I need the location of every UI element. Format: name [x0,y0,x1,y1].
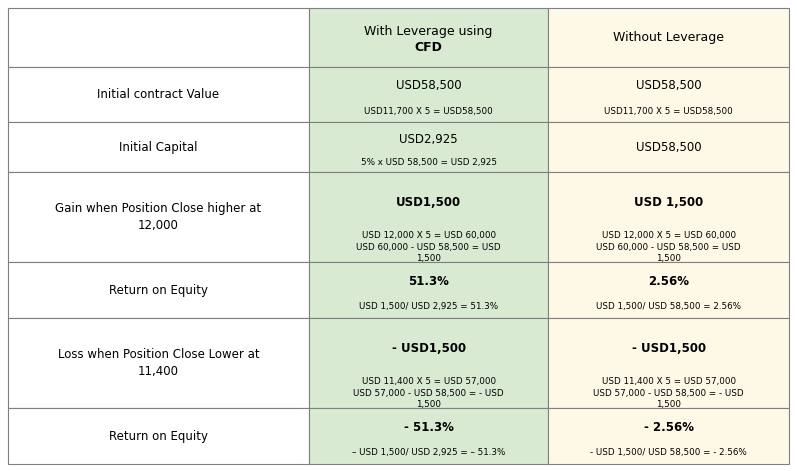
Bar [548,262,789,318]
Bar [308,408,548,464]
Bar [548,318,789,408]
Text: - 2.56%: - 2.56% [644,421,693,434]
Text: USD 1,500: USD 1,500 [634,196,703,209]
Bar [8,318,308,408]
Text: Gain when Position Close higher at
12,000: Gain when Position Close higher at 12,00… [55,202,261,232]
Bar [548,8,789,66]
Bar [308,172,548,262]
Text: USD 12,000 X 5 = USD 60,000
USD 60,000 - USD 58,500 = USD
1,500: USD 12,000 X 5 = USD 60,000 USD 60,000 -… [356,231,501,263]
Text: USD 1,500/ USD 58,500 = 2.56%: USD 1,500/ USD 58,500 = 2.56% [596,302,741,311]
Bar [308,318,548,408]
Text: - USD1,500: - USD1,500 [632,342,706,355]
Text: USD11,700 X 5 = USD58,500: USD11,700 X 5 = USD58,500 [364,107,493,116]
Text: - USD1,500: - USD1,500 [391,342,465,355]
Text: Loss when Position Close Lower at
11,400: Loss when Position Close Lower at 11,400 [57,348,259,378]
Text: 51.3%: 51.3% [408,275,449,288]
Bar [308,8,548,66]
Text: With Leverage using: With Leverage using [364,25,493,38]
Text: USD 11,400 X 5 = USD 57,000
USD 57,000 - USD 58,500 = - USD
1,500: USD 11,400 X 5 = USD 57,000 USD 57,000 -… [353,377,504,409]
Bar [548,172,789,262]
Text: 5% x USD 58,500 = USD 2,925: 5% x USD 58,500 = USD 2,925 [360,158,497,167]
Text: USD1,500: USD1,500 [396,196,461,209]
Text: USD58,500: USD58,500 [636,79,701,92]
Bar [8,8,308,66]
Text: USD2,925: USD2,925 [399,133,458,146]
Bar [308,122,548,172]
Text: Return on Equity: Return on Equity [109,284,208,297]
Bar [8,66,308,122]
Text: - USD 1,500/ USD 58,500 = - 2.56%: - USD 1,500/ USD 58,500 = - 2.56% [591,448,747,457]
Text: USD 1,500/ USD 2,925 = 51.3%: USD 1,500/ USD 2,925 = 51.3% [359,302,498,311]
Text: Without Leverage: Without Leverage [613,31,724,44]
Bar [548,66,789,122]
Text: USD 11,400 X 5 = USD 57,000
USD 57,000 - USD 58,500 = - USD
1,500: USD 11,400 X 5 = USD 57,000 USD 57,000 -… [594,377,744,409]
Text: CFD: CFD [414,41,442,54]
Text: Initial contract Value: Initial contract Value [97,88,219,101]
Bar [8,262,308,318]
Text: USD58,500: USD58,500 [636,141,701,154]
Text: USD11,700 X 5 = USD58,500: USD11,700 X 5 = USD58,500 [604,107,733,116]
Text: – USD 1,500/ USD 2,925 = – 51.3%: – USD 1,500/ USD 2,925 = – 51.3% [352,448,505,457]
Text: 2.56%: 2.56% [648,275,689,288]
Text: Return on Equity: Return on Equity [109,430,208,443]
Bar [8,172,308,262]
Bar [548,408,789,464]
Text: Initial Capital: Initial Capital [119,141,198,154]
Bar [8,408,308,464]
Bar [8,122,308,172]
Text: USD 12,000 X 5 = USD 60,000
USD 60,000 - USD 58,500 = USD
1,500: USD 12,000 X 5 = USD 60,000 USD 60,000 -… [596,231,741,263]
Text: USD58,500: USD58,500 [396,79,461,92]
Bar [548,122,789,172]
Text: - 51.3%: - 51.3% [403,421,453,434]
Bar [308,262,548,318]
Bar [308,66,548,122]
